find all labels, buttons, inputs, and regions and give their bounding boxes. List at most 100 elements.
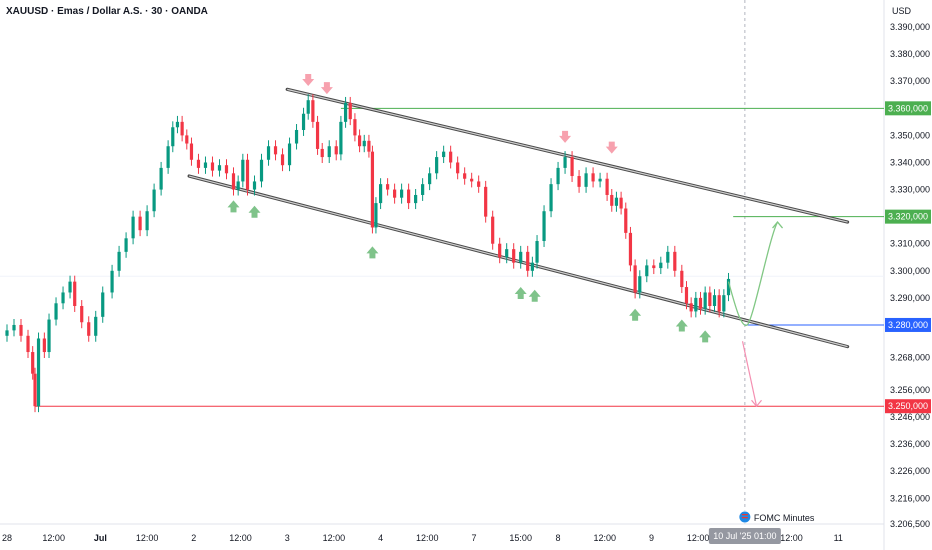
candle-body[interactable]	[370, 151, 375, 228]
candle-body[interactable]	[94, 316, 98, 336]
candle-body[interactable]	[203, 162, 208, 168]
candle-body[interactable]	[367, 140, 371, 152]
candle-body[interactable]	[117, 251, 121, 271]
candle-body[interactable]	[36, 338, 41, 407]
candle-body[interactable]	[259, 159, 264, 182]
candle-body[interactable]	[175, 121, 180, 128]
candle-body[interactable]	[633, 265, 637, 293]
candle-body[interactable]	[577, 176, 581, 187]
candle-body[interactable]	[652, 265, 656, 269]
candle-body[interactable]	[19, 324, 23, 336]
candle-body[interactable]	[101, 292, 105, 317]
candle-body[interactable]	[210, 162, 215, 171]
candle-body[interactable]	[301, 113, 306, 130]
candle-body[interactable]	[110, 270, 114, 293]
candle-body[interactable]	[343, 102, 348, 122]
candle-body[interactable]	[484, 186, 488, 217]
candle-body[interactable]	[680, 270, 684, 288]
candle-body[interactable]	[435, 157, 439, 174]
candle-body[interactable]	[124, 238, 128, 252]
candle-body[interactable]	[31, 352, 35, 374]
candle-body[interactable]	[80, 306, 84, 323]
candle-body[interactable]	[224, 165, 229, 174]
candle-body[interactable]	[393, 189, 397, 198]
candle-body[interactable]	[689, 303, 693, 312]
candle-body[interactable]	[456, 162, 460, 174]
candle-body[interactable]	[598, 178, 602, 182]
candle-body[interactable]	[87, 322, 91, 336]
candle-body[interactable]	[42, 338, 46, 353]
candle-body[interactable]	[252, 181, 257, 190]
candle-body[interactable]	[12, 324, 16, 331]
candle-body[interactable]	[570, 157, 574, 177]
candle-body[interactable]	[428, 173, 432, 185]
candle-body[interactable]	[266, 146, 271, 160]
candle-body[interactable]	[614, 197, 619, 206]
projection-down-line[interactable]	[741, 341, 758, 407]
candle-body[interactable]	[327, 146, 331, 158]
candle-body[interactable]	[605, 178, 609, 195]
candle-body[interactable]	[442, 151, 446, 158]
candle-body[interactable]	[273, 146, 278, 155]
candle-body[interactable]	[241, 159, 245, 182]
candle-body[interactable]	[708, 292, 712, 307]
candle-body[interactable]	[231, 173, 236, 190]
price-axis-panel[interactable]	[884, 0, 932, 550]
candle-body[interactable]	[196, 159, 201, 168]
candle-body[interactable]	[334, 146, 338, 155]
candle-body[interactable]	[628, 232, 633, 266]
candle-body[interactable]	[535, 241, 539, 263]
candle-body[interactable]	[610, 194, 614, 206]
candle-body[interactable]	[159, 167, 163, 190]
candle-body[interactable]	[542, 211, 546, 242]
candle-body[interactable]	[463, 173, 467, 179]
candle-body[interactable]	[68, 281, 72, 293]
candle-body[interactable]	[379, 184, 383, 204]
candle-body[interactable]	[217, 165, 222, 171]
candle-body[interactable]	[294, 129, 299, 144]
candle-body[interactable]	[512, 249, 516, 263]
candle-body[interactable]	[145, 211, 149, 231]
candle-body[interactable]	[421, 184, 425, 195]
candle-body[interactable]	[530, 262, 534, 271]
candle-body[interactable]	[348, 102, 352, 120]
candle-body[interactable]	[320, 148, 324, 158]
candle-body[interactable]	[131, 216, 135, 239]
candle-body[interactable]	[54, 303, 58, 320]
candle-body[interactable]	[280, 154, 285, 166]
candle-body[interactable]	[726, 278, 731, 296]
candle-body[interactable]	[374, 203, 378, 228]
candle-body[interactable]	[61, 292, 65, 304]
candle-body[interactable]	[386, 184, 390, 190]
candle-body[interactable]	[400, 189, 404, 198]
candle-body[interactable]	[519, 251, 523, 263]
candle-body[interactable]	[180, 121, 184, 136]
candle-body[interactable]	[245, 159, 250, 190]
candle-body[interactable]	[498, 243, 502, 258]
candle-body[interactable]	[584, 173, 588, 187]
candle-body[interactable]	[703, 292, 707, 309]
candle-body[interactable]	[477, 181, 481, 187]
candle-body[interactable]	[645, 265, 649, 277]
candle-body[interactable]	[666, 251, 670, 263]
candle-body[interactable]	[491, 216, 495, 244]
candle-body[interactable]	[684, 287, 689, 304]
candle-body[interactable]	[353, 119, 357, 136]
candle-body[interactable]	[563, 157, 567, 168]
candle-body[interactable]	[5, 330, 9, 336]
candle-body[interactable]	[549, 184, 553, 212]
candle-body[interactable]	[449, 151, 453, 163]
candle-body[interactable]	[470, 178, 474, 182]
candle-body[interactable]	[138, 216, 142, 231]
candle-body[interactable]	[47, 319, 51, 353]
candle-body[interactable]	[505, 249, 509, 258]
candle-body[interactable]	[171, 127, 175, 147]
candle-body[interactable]	[339, 121, 343, 155]
candle-body[interactable]	[414, 194, 418, 204]
candle-body[interactable]	[189, 143, 194, 160]
candle-body[interactable]	[33, 373, 37, 407]
candle-body[interactable]	[287, 143, 292, 166]
candle-body[interactable]	[717, 295, 721, 312]
candle-body[interactable]	[712, 295, 717, 307]
